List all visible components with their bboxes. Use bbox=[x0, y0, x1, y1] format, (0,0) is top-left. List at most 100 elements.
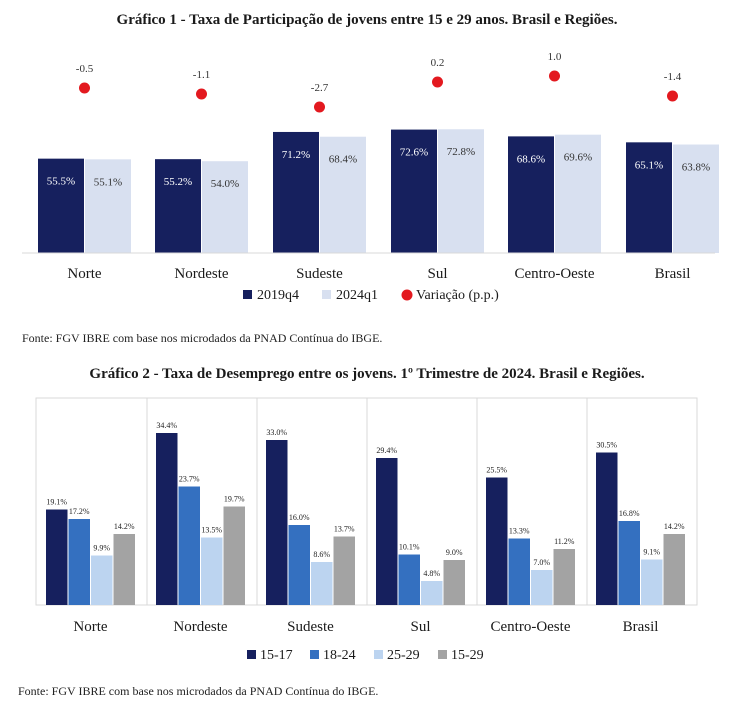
bar-25-29-brasil bbox=[641, 559, 663, 605]
label-2019q4-sul: 72.6% bbox=[400, 147, 428, 159]
category-label-norte: Norte bbox=[67, 266, 101, 282]
label-18-24-centro-oeste: 13.3% bbox=[509, 527, 530, 536]
label-variacao-centro-oeste: 1.0 bbox=[548, 51, 562, 63]
bar-15-29-nordeste bbox=[223, 506, 245, 605]
bar-2024q1-sudeste bbox=[320, 136, 366, 253]
dot-variacao-nordeste bbox=[196, 88, 207, 100]
label-15-29-sudeste: 13.7% bbox=[334, 525, 355, 534]
label-18-24-norte: 17.2% bbox=[69, 507, 90, 516]
category-label-sudeste: Sudeste bbox=[287, 619, 334, 635]
legend-swatch-25-29 bbox=[374, 650, 383, 659]
bar-25-29-centro-oeste bbox=[531, 570, 553, 605]
bar-18-24-sudeste bbox=[288, 525, 310, 605]
bar-2024q1-norte bbox=[85, 159, 131, 253]
chart1-source: Fonte: FGV IBRE com base nos microdados … bbox=[22, 331, 383, 345]
label-variacao-norte: -0.5 bbox=[76, 63, 94, 75]
label-2024q1-norte: 55.1% bbox=[94, 176, 122, 188]
label-2019q4-norte: 55.5% bbox=[47, 176, 75, 188]
label-2019q4-nordeste: 55.2% bbox=[164, 176, 192, 188]
label-15-29-norte: 14.2% bbox=[114, 522, 135, 531]
dot-variacao-brasil bbox=[667, 90, 678, 102]
label-15-29-sul: 9.0% bbox=[446, 548, 463, 557]
bar-2019q4-brasil bbox=[626, 142, 672, 253]
bar-2019q4-norte bbox=[38, 158, 84, 253]
bar-25-29-nordeste bbox=[201, 537, 223, 605]
category-label-sul: Sul bbox=[427, 266, 447, 282]
bar-2019q4-sudeste bbox=[273, 131, 319, 253]
category-label-brasil: Brasil bbox=[623, 619, 659, 635]
bar-15-17-sul bbox=[376, 458, 398, 605]
category-label-nordeste: Nordeste bbox=[174, 266, 228, 282]
legend-label-15-17: 15-17 bbox=[260, 648, 293, 663]
label-variacao-nordeste: -1.1 bbox=[193, 69, 210, 81]
chart2: 19.1%17.2% 9.9% 14.2% Norte 34.4% 23.7% 13.5% 1… bbox=[35, 397, 698, 663]
legend-swatch-15-29 bbox=[438, 650, 447, 659]
label-15-17-sul: 29.4% bbox=[376, 446, 397, 455]
legend-label-18-24: 18-24 bbox=[323, 648, 356, 663]
label-25-29-centro-oeste: 7.0% bbox=[533, 558, 550, 567]
bar-15-29-sul bbox=[443, 560, 465, 605]
label-2019q4-brasil: 65.1% bbox=[635, 159, 663, 171]
bar-18-24-brasil bbox=[618, 521, 640, 605]
label-15-29-centro-oeste: 11.2% bbox=[554, 537, 575, 546]
label-18-24-brasil: 16.8% bbox=[619, 509, 640, 518]
label-2019q4-sudeste: 71.2% bbox=[282, 149, 310, 161]
bar-18-24-nordeste bbox=[178, 486, 200, 605]
label-15-17-centro-oeste: 25.5% bbox=[486, 466, 507, 475]
category-label-nordeste: Nordeste bbox=[173, 619, 227, 635]
label-2019q4-centro-oeste: 68.6% bbox=[517, 153, 545, 165]
legend-swatch-18-24 bbox=[310, 650, 319, 659]
bar-2019q4-sul bbox=[391, 129, 437, 253]
label-15-29-brasil: 14.2% bbox=[664, 522, 685, 531]
bar-15-29-brasil bbox=[663, 534, 685, 605]
label-25-29-nordeste: 13.5% bbox=[201, 526, 222, 535]
label-2024q1-nordeste: 54.0% bbox=[211, 178, 239, 190]
label-2024q1-centro-oeste: 69.6% bbox=[564, 152, 592, 164]
label-15-29-nordeste: 19.7% bbox=[224, 495, 245, 504]
label-25-29-sudeste: 8.6% bbox=[313, 550, 330, 559]
bar-2024q1-centro-oeste bbox=[555, 134, 601, 253]
category-label-centro-oeste: Centro-Oeste bbox=[491, 619, 571, 635]
bar-25-29-sul bbox=[421, 581, 443, 605]
label-25-29-norte: 9.9% bbox=[93, 544, 110, 553]
legend-label-25-29: 25-29 bbox=[387, 648, 420, 663]
category-label-sudeste: Sudeste bbox=[296, 266, 343, 282]
bar-25-29-sudeste bbox=[311, 562, 333, 605]
label-18-24-sul: 10.1% bbox=[399, 543, 420, 552]
label-15-17-sudeste: 33.0% bbox=[266, 428, 287, 437]
bar-15-17-centro-oeste bbox=[486, 477, 508, 605]
legend-label-2019q4: 2019q4 bbox=[257, 288, 299, 303]
chart1: 55.5% 55.1% -0.5 Norte 55.2% 54.0% -1.1 Nordest… bbox=[22, 51, 719, 303]
label-18-24-nordeste: 23.7% bbox=[179, 475, 200, 484]
legend-swatch-2019q4 bbox=[243, 290, 252, 299]
bar-2024q1-brasil bbox=[673, 144, 719, 253]
label-2024q1-sul: 72.8% bbox=[447, 146, 475, 158]
legend-swatch-variacao bbox=[401, 289, 413, 301]
label-18-24-sudeste: 16.0% bbox=[289, 513, 310, 522]
category-label-brasil: Brasil bbox=[655, 266, 691, 282]
legend-swatch-15-17 bbox=[247, 650, 256, 659]
label-15-17-norte: 19.1% bbox=[46, 498, 67, 507]
bar-15-17-brasil bbox=[596, 452, 618, 605]
label-2024q1-sudeste: 68.4% bbox=[329, 154, 357, 166]
legend-label-variacao: Variação (p.p.) bbox=[416, 288, 499, 303]
bar-18-24-norte bbox=[68, 519, 90, 605]
bar-15-29-centro-oeste bbox=[553, 549, 575, 605]
legend-label-2024q1: 2024q1 bbox=[336, 288, 378, 303]
label-variacao-sudeste: -2.7 bbox=[311, 82, 329, 94]
bar-18-24-centro-oeste bbox=[508, 538, 530, 605]
chart2-title: Gráfico 2 - Taxa de Desemprego entre os … bbox=[89, 366, 645, 382]
dot-variacao-sul bbox=[432, 76, 443, 88]
label-25-29-sul: 4.8% bbox=[423, 569, 440, 578]
bar-18-24-sul bbox=[398, 554, 420, 605]
bar-2024q1-sul bbox=[438, 129, 484, 253]
category-label-sul: Sul bbox=[410, 619, 430, 635]
category-label-centro-oeste: Centro-Oeste bbox=[515, 266, 595, 282]
label-variacao-brasil: -1.4 bbox=[664, 71, 682, 83]
bar-25-29-norte bbox=[91, 555, 113, 605]
label-variacao-sul: 0.2 bbox=[431, 57, 445, 69]
dot-variacao-sudeste bbox=[314, 101, 325, 113]
bar-15-29-sudeste bbox=[333, 536, 355, 605]
chart1-title: Gráfico 1 - Taxa de Participação de jove… bbox=[116, 12, 618, 28]
bar-2024q1-nordeste bbox=[202, 161, 248, 253]
